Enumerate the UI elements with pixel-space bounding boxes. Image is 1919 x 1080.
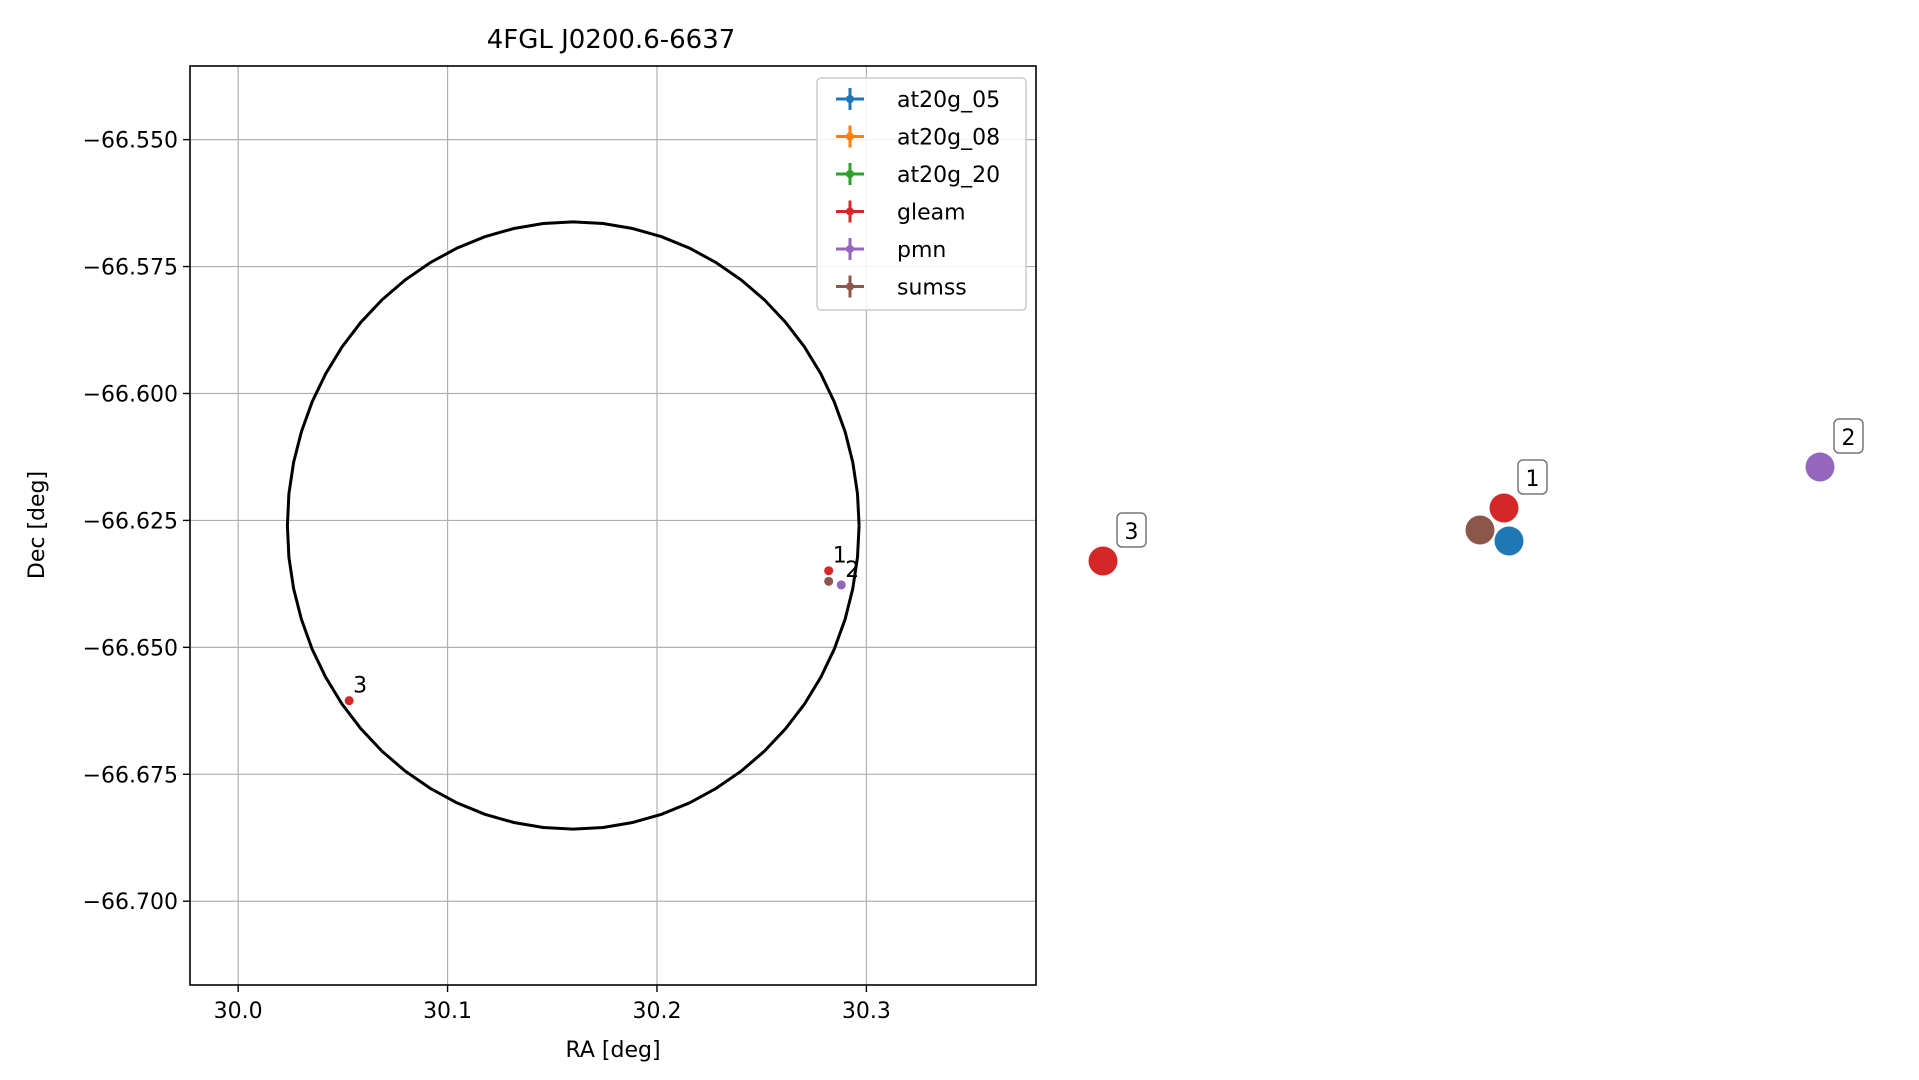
grid [190,66,1036,985]
uncertainty-ellipse-path [285,220,861,831]
point-sumss [824,576,834,586]
x-tick-label: 30.1 [423,999,472,1024]
y-axis-ticks: −66.550 −66.575 −66.600 −66.625 −66.650 −66.6… [83,129,190,915]
uncertainty-ellipse [285,220,861,831]
legend-label-at20g_05: at20g_05 [897,88,1000,113]
zoom-label: 1 [1526,467,1540,492]
x-tick-label: 30.3 [842,999,891,1024]
point-label: 2 [845,558,859,583]
legend-marker-gleam [846,207,854,216]
point-pmn [836,580,846,590]
zoom-point-at20g_05 [1494,526,1524,556]
legend-label-pmn: pmn [897,238,946,263]
point-gleam [344,696,354,706]
legend-marker-pmn [846,245,854,253]
legend-marker-at20g_08 [846,132,854,141]
point-label: 1 [833,544,847,569]
legend-box [816,77,1027,311]
y-tick-label: −66.650 [83,636,178,661]
legend-label-sumss: sumss [897,276,967,301]
y-tick-label: −66.700 [83,890,178,915]
y-tick-label: −66.625 [83,509,178,534]
zoom-point-gleam [1088,546,1118,576]
zoom-label-box [1517,459,1548,495]
zoom-point-pmn [1805,452,1835,482]
legend-marker-sumss [846,282,854,291]
legend-label-gleam: gleam [897,201,966,226]
y-tick-label: −66.550 [83,129,178,154]
zoom-label-box [1833,418,1864,454]
zoom-point-gleam [1489,493,1519,523]
legend-marker-at20g_05 [846,95,854,103]
zoom-label: 3 [1125,520,1139,545]
main-chart: 4FGL J0200.6-6637 1 3 2 30.0 30.1 30.2 30.3 −… [25,25,1037,1063]
x-axis-label: RA [deg] [565,1038,660,1063]
y-tick-label: −66.600 [83,382,178,407]
zoom-point-sumss [1465,515,1495,545]
x-axis-ticks: 30.0 30.1 30.2 30.3 [214,985,891,1024]
zoom-label-box [1116,512,1147,548]
legend-marker-at20g_20 [846,170,854,178]
zoom-label: 2 [1842,426,1856,451]
legend-label-at20g_20: at20g_20 [897,163,1000,188]
chart-title: 4FGL J0200.6-6637 [487,25,736,55]
y-axis-label: Dec [deg] [25,471,50,579]
source-points: 1 3 2 [344,544,859,706]
y-tick-label: −66.675 [83,763,178,788]
point-label: 3 [353,674,367,699]
point-gleam [824,566,834,576]
x-tick-label: 30.0 [214,999,263,1024]
plot-frame [189,65,1037,986]
zoom-panel: 3 1 2 [1088,418,1864,576]
legend-label-at20g_08: at20g_08 [897,126,1000,151]
x-tick-label: 30.2 [632,999,681,1024]
y-tick-label: −66.575 [83,256,178,281]
